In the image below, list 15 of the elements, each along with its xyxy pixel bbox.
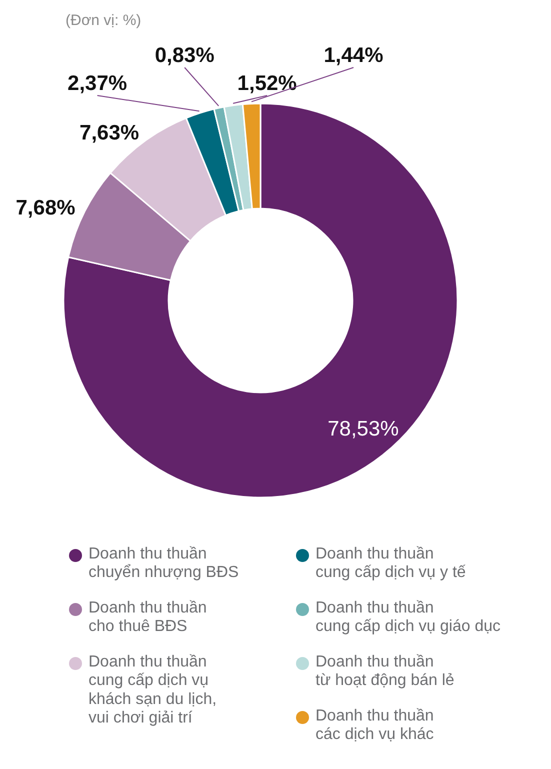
data-label: 0,83% bbox=[154, 44, 215, 67]
data-label: 2,37% bbox=[68, 72, 128, 95]
legend-label: Doanh thu thuần từ hoạt động bán lẻ bbox=[316, 654, 454, 690]
legend-label: Doanh thu thuần cho thuê BĐS bbox=[88, 600, 207, 636]
legend-label: Doanh thu thuần cung cấp dịch vụ y tế bbox=[316, 546, 466, 582]
legend-label: Doanh thu thuần chuyển nhượng BĐS bbox=[88, 546, 239, 582]
chart-title: (Đơn vị: %) bbox=[66, 12, 142, 29]
data-label: 1,52% bbox=[237, 72, 298, 95]
legend-label: Doanh thu thuần các dịch vụ khác bbox=[316, 708, 434, 744]
data-label: 7,68% bbox=[16, 196, 76, 220]
legend-label: Doanh thu thuần cung cấp dịch vụ khách sạn du lịch, vui chơi giải trí bbox=[88, 654, 217, 727]
data-label: 78,53% bbox=[328, 417, 399, 440]
legend-label: Doanh thu thuần cung cấp dịch vụ giáo dục bbox=[316, 600, 501, 636]
data-label: 7,63% bbox=[80, 121, 140, 144]
data-label: 1,44% bbox=[324, 44, 384, 67]
